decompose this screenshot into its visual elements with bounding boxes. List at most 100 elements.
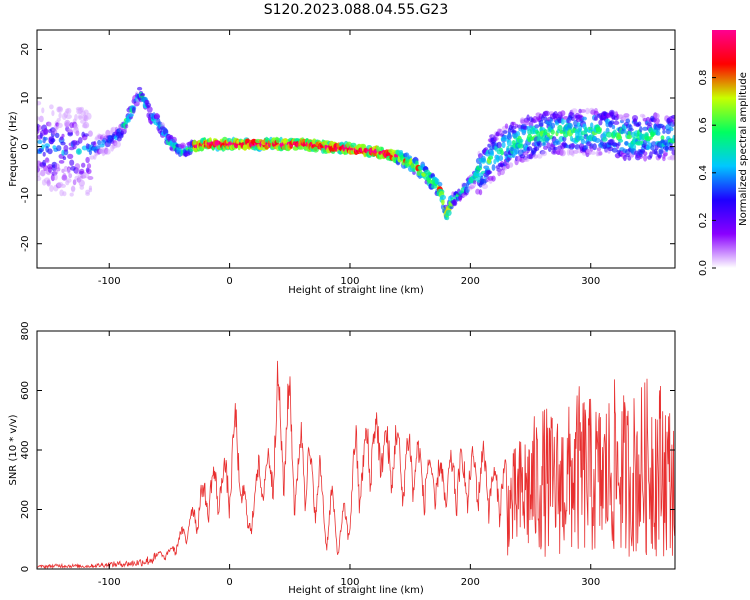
heatmap-cell: [508, 162, 514, 168]
heatmap-cell: [68, 173, 73, 179]
heatmap-cell: [50, 138, 56, 143]
heatmap-cell: [588, 134, 592, 142]
x-tick-label: 200: [461, 276, 480, 287]
heatmap-cell: [628, 124, 633, 131]
heatmap-frame: [36, 29, 676, 269]
heatmap-cell: [501, 141, 506, 149]
heatmap-cell: [584, 126, 588, 134]
heatmap-cell: [611, 124, 616, 130]
heatmap-cell: [527, 146, 533, 151]
colorbar-tick-label: 0.6: [698, 117, 709, 133]
heatmap-cell: [60, 141, 66, 146]
colorbar: 0.0 0.2 0.4 0.6 0.8 Normalized spectral ampl…: [698, 30, 749, 276]
heatmap-cell: [493, 158, 497, 165]
heatmap-cell: [544, 110, 550, 117]
heatmap-cell: [50, 174, 56, 182]
heatmap-cell: [556, 140, 561, 145]
heatmap-cell: [579, 109, 587, 113]
heatmap-cell: [58, 112, 62, 119]
heatmap-x-axis: -100 0 100 200 300: [98, 30, 600, 287]
heatmap-cell: [550, 129, 555, 135]
heatmap-cell: [498, 155, 504, 162]
heatmap-cell: [518, 138, 524, 143]
heatmap-cell: [602, 131, 607, 139]
heatmap-cell: [58, 160, 65, 164]
heatmap-cell: [617, 132, 622, 140]
y-tick-label: 0: [20, 566, 31, 572]
heatmap-cell: [242, 145, 248, 151]
heatmap-cell: [87, 130, 93, 137]
heatmap-cell: [532, 154, 539, 159]
snr-x-axis: -100 0 100 200 300: [98, 331, 600, 588]
colorbar-tick-label: 0.2: [698, 212, 709, 228]
heatmap-cell: [86, 163, 92, 169]
x-tick-label: 300: [581, 577, 600, 588]
x-tick-label: 100: [340, 276, 359, 287]
heatmap-cell: [502, 130, 508, 134]
heatmap-cell: [590, 122, 594, 128]
heatmap-cell: [537, 140, 542, 148]
heatmap-cell: [67, 153, 74, 160]
heatmap-cell: [475, 188, 480, 195]
heatmap-cell: [74, 163, 81, 170]
colorbar-gradient: [712, 30, 736, 268]
heatmap-cell: [44, 143, 50, 149]
heatmap-cell: [658, 148, 664, 155]
heatmap-cell: [44, 158, 50, 164]
x-tick-label: -100: [98, 577, 121, 588]
heatmap-cell: [490, 150, 494, 155]
heatmap-cell: [350, 142, 357, 148]
heatmap-cell: [79, 106, 85, 113]
heatmap-cell: [74, 168, 81, 175]
heatmap-cell: [494, 137, 499, 141]
heatmap-cell: [557, 124, 563, 132]
heatmap-cell: [596, 147, 602, 151]
heatmap-cell: [668, 127, 674, 132]
heatmap-cell: [47, 148, 53, 155]
heatmap-cell: [642, 126, 648, 131]
heatmap-cell: [478, 189, 483, 196]
heatmap-cell: [93, 140, 97, 148]
heatmap-cell: [46, 179, 51, 187]
heatmap-cell: [437, 181, 443, 187]
heatmap-y-axis: -20 -10 0 10 20: [20, 43, 675, 252]
heatmap-cell: [611, 147, 618, 153]
heatmap-cell: [81, 162, 86, 168]
heatmap-cell: [671, 149, 675, 156]
x-tick-label: 200: [461, 577, 480, 588]
heatmap-cell: [595, 126, 603, 133]
heatmap-cell: [538, 119, 544, 127]
heatmap-cell: [139, 92, 146, 97]
heatmap-cell: [78, 179, 85, 187]
heatmap-cell: [511, 121, 516, 126]
heatmap-cell: [114, 141, 121, 148]
heatmap-cell: [78, 137, 83, 144]
heatmap-cell: [653, 112, 660, 120]
snr-y-axis: 0 200 400 600 800: [20, 321, 675, 572]
heatmap-cell: [559, 149, 566, 157]
heatmap-cell: [70, 186, 76, 192]
heatmap-cell: [655, 130, 661, 136]
heatmap-cell: [510, 125, 517, 130]
heatmap-cell: [451, 200, 458, 207]
heatmap-cell: [664, 146, 669, 151]
heatmap-cell: [540, 150, 548, 157]
heatmap-cell: [507, 131, 512, 138]
y-tick-label: 20: [20, 43, 31, 56]
x-tick-label: 0: [226, 276, 232, 287]
heatmap-cell: [669, 154, 675, 161]
heatmap-cell: [86, 168, 92, 175]
heatmap-cell: [69, 159, 75, 166]
heatmap-marks: [37, 86, 675, 221]
heatmap-cell: [620, 129, 624, 135]
heatmap-cell: [75, 130, 80, 137]
heatmap-cell: [42, 151, 46, 157]
heatmap-cell: [49, 185, 54, 192]
heatmap-cell: [593, 116, 599, 121]
heatmap-cell: [590, 151, 596, 155]
colorbar-tick-label: 0.8: [698, 70, 709, 86]
x-tick-label: 300: [581, 276, 600, 287]
heatmap-cell: [146, 106, 153, 113]
heatmap-y-label: Frequency (Hz): [8, 111, 19, 187]
